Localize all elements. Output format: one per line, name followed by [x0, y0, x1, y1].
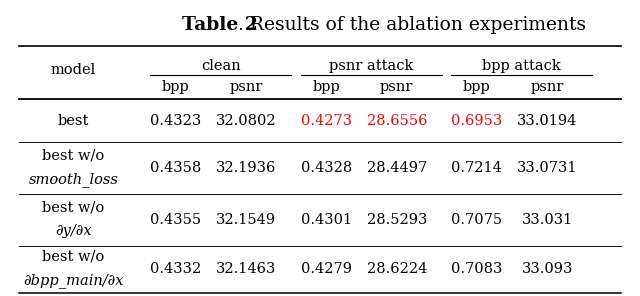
Text: 32.1463: 32.1463 [216, 262, 276, 276]
Text: 0.6953: 0.6953 [451, 114, 502, 128]
Text: psnr: psnr [230, 80, 263, 94]
Text: bpp: bpp [312, 80, 340, 94]
Text: 32.1936: 32.1936 [216, 161, 276, 175]
Text: 0.4355: 0.4355 [150, 213, 202, 227]
Text: 33.093: 33.093 [522, 262, 573, 276]
Text: 0.4323: 0.4323 [150, 114, 202, 128]
Text: 0.4332: 0.4332 [150, 262, 202, 276]
Text: bpp attack: bpp attack [482, 59, 561, 73]
Text: psnr: psnr [380, 80, 413, 94]
Text: 28.6224: 28.6224 [367, 262, 427, 276]
Text: best w/o: best w/o [42, 250, 105, 264]
Text: 28.6556: 28.6556 [367, 114, 427, 128]
Text: bpp: bpp [463, 80, 491, 94]
Text: best: best [58, 114, 90, 128]
Text: 0.7075: 0.7075 [451, 213, 502, 227]
Text: best w/o: best w/o [42, 149, 105, 163]
Text: 33.0731: 33.0731 [517, 161, 577, 175]
Text: 0.4279: 0.4279 [301, 262, 352, 276]
Text: bpp: bpp [162, 80, 190, 94]
Text: 0.4358: 0.4358 [150, 161, 202, 175]
Text: ∂y/∂x: ∂y/∂x [55, 224, 92, 238]
Text: ∂bpp_main/∂x: ∂bpp_main/∂x [23, 273, 124, 288]
Text: 28.4497: 28.4497 [367, 161, 427, 175]
Text: 28.5293: 28.5293 [367, 213, 427, 227]
Text: psnr attack: psnr attack [329, 59, 413, 73]
Text: Table 2: Table 2 [182, 16, 258, 34]
Text: . Results of the ablation experiments: . Results of the ablation experiments [238, 16, 586, 34]
Text: psnr: psnr [531, 80, 564, 94]
Text: 32.1549: 32.1549 [216, 213, 276, 227]
Text: 0.7214: 0.7214 [451, 161, 502, 175]
Text: best w/o: best w/o [42, 200, 105, 214]
Text: 0.7083: 0.7083 [451, 262, 502, 276]
Text: 32.0802: 32.0802 [216, 114, 276, 128]
Text: 0.4273: 0.4273 [301, 114, 352, 128]
Text: 0.4328: 0.4328 [301, 161, 352, 175]
Text: clean: clean [201, 59, 241, 73]
Text: smooth_loss: smooth_loss [29, 172, 118, 187]
Text: 33.031: 33.031 [522, 213, 573, 227]
Text: 33.0194: 33.0194 [517, 114, 577, 128]
Text: model: model [51, 62, 96, 77]
Text: 0.4301: 0.4301 [301, 213, 352, 227]
